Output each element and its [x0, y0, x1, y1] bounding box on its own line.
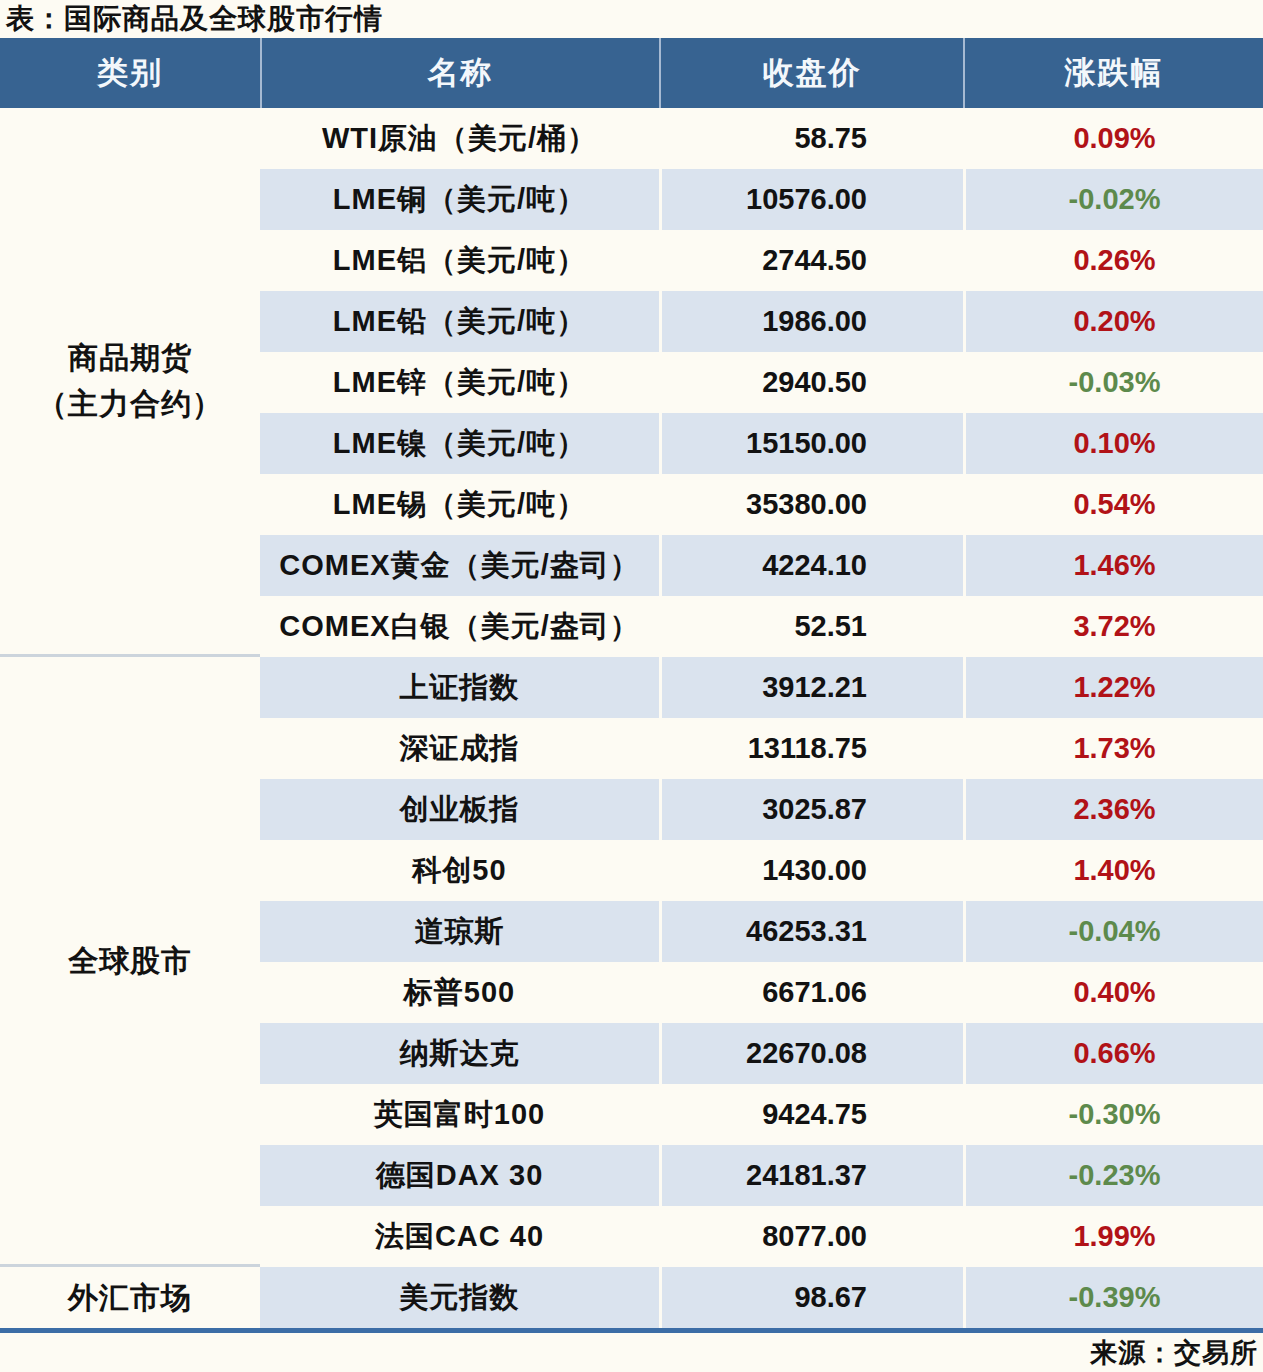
change-percent-cell: 1.46%	[963, 535, 1263, 596]
change-percent-cell: -0.03%	[963, 352, 1263, 413]
instrument-name-cell: 英国富时100	[260, 1084, 659, 1145]
instrument-name-cell: LME铝（美元/吨）	[260, 230, 659, 291]
instrument-name-cell: 标普500	[260, 962, 659, 1023]
instrument-name-cell: 科创50	[260, 840, 659, 901]
change-percent-cell: 1.22%	[963, 657, 1263, 718]
instrument-name-cell: 法国CAC 40	[260, 1206, 659, 1267]
instrument-name-cell: 纳斯达克	[260, 1023, 659, 1084]
instrument-name-cell: LME锡（美元/吨）	[260, 474, 659, 535]
instrument-name-cell: 道琼斯	[260, 901, 659, 962]
instrument-name-cell: LME铅（美元/吨）	[260, 291, 659, 352]
close-price-cell: 24181.37	[659, 1145, 963, 1206]
source-note: 来源：交易所	[0, 1333, 1263, 1372]
change-percent-cell: -0.39%	[963, 1267, 1263, 1328]
change-percent-cell: 3.72%	[963, 596, 1263, 657]
close-price-cell: 15150.00	[659, 413, 963, 474]
close-price-cell: 13118.75	[659, 718, 963, 779]
close-price-cell: 35380.00	[659, 474, 963, 535]
close-price-cell: 2940.50	[659, 352, 963, 413]
close-price-cell: 2744.50	[659, 230, 963, 291]
close-price-cell: 1986.00	[659, 291, 963, 352]
close-price-cell: 10576.00	[659, 169, 963, 230]
instrument-name-cell: LME锌（美元/吨）	[260, 352, 659, 413]
change-percent-cell: 0.66%	[963, 1023, 1263, 1084]
category-cell: 全球股市	[0, 657, 260, 1267]
table-body: 商品期货（主力合约） WTI原油（美元/桶） 58.75 0.09% LME铜（…	[0, 108, 1263, 1333]
header-cell-close: 收盘价	[659, 38, 963, 108]
instrument-name-cell: WTI原油（美元/桶）	[260, 108, 659, 169]
header-cell-name: 名称	[260, 38, 659, 108]
instrument-name-cell: 深证成指	[260, 718, 659, 779]
market-table: 类别 名称 收盘价 涨跌幅 商品期货（主力合约） WTI原油（美元/桶） 58.…	[0, 38, 1263, 1333]
change-percent-cell: 0.09%	[963, 108, 1263, 169]
instrument-name-cell: 德国DAX 30	[260, 1145, 659, 1206]
header-cell-category: 类别	[0, 38, 260, 108]
close-price-cell: 1430.00	[659, 840, 963, 901]
change-percent-cell: -0.30%	[963, 1084, 1263, 1145]
instrument-name-cell: COMEX白银（美元/盎司）	[260, 596, 659, 657]
change-percent-cell: 0.54%	[963, 474, 1263, 535]
close-price-cell: 22670.08	[659, 1023, 963, 1084]
page-title: 表：国际商品及全球股市行情	[0, 0, 1263, 38]
change-percent-cell: 1.73%	[963, 718, 1263, 779]
change-percent-cell: 0.20%	[963, 291, 1263, 352]
instrument-name-cell: LME铜（美元/吨）	[260, 169, 659, 230]
close-price-cell: 98.67	[659, 1267, 963, 1328]
change-percent-cell: 0.26%	[963, 230, 1263, 291]
category-cell: 外汇市场	[0, 1267, 260, 1328]
instrument-name-cell: 美元指数	[260, 1267, 659, 1328]
close-price-cell: 3912.21	[659, 657, 963, 718]
close-price-cell: 4224.10	[659, 535, 963, 596]
change-percent-cell: 0.40%	[963, 962, 1263, 1023]
instrument-name-cell: LME镍（美元/吨）	[260, 413, 659, 474]
change-percent-cell: -0.23%	[963, 1145, 1263, 1206]
header-cell-change: 涨跌幅	[963, 38, 1263, 108]
change-percent-cell: 2.36%	[963, 779, 1263, 840]
change-percent-cell: -0.04%	[963, 901, 1263, 962]
close-price-cell: 46253.31	[659, 901, 963, 962]
change-percent-cell: 0.10%	[963, 413, 1263, 474]
change-percent-cell: 1.99%	[963, 1206, 1263, 1267]
close-price-cell: 8077.00	[659, 1206, 963, 1267]
close-price-cell: 52.51	[659, 596, 963, 657]
close-price-cell: 58.75	[659, 108, 963, 169]
category-cell: 商品期货（主力合约）	[0, 108, 260, 657]
instrument-name-cell: 上证指数	[260, 657, 659, 718]
change-percent-cell: -0.02%	[963, 169, 1263, 230]
table-header-row: 类别 名称 收盘价 涨跌幅	[0, 38, 1263, 108]
close-price-cell: 9424.75	[659, 1084, 963, 1145]
close-price-cell: 3025.87	[659, 779, 963, 840]
instrument-name-cell: 创业板指	[260, 779, 659, 840]
change-percent-cell: 1.40%	[963, 840, 1263, 901]
close-price-cell: 6671.06	[659, 962, 963, 1023]
instrument-name-cell: COMEX黄金（美元/盎司）	[260, 535, 659, 596]
